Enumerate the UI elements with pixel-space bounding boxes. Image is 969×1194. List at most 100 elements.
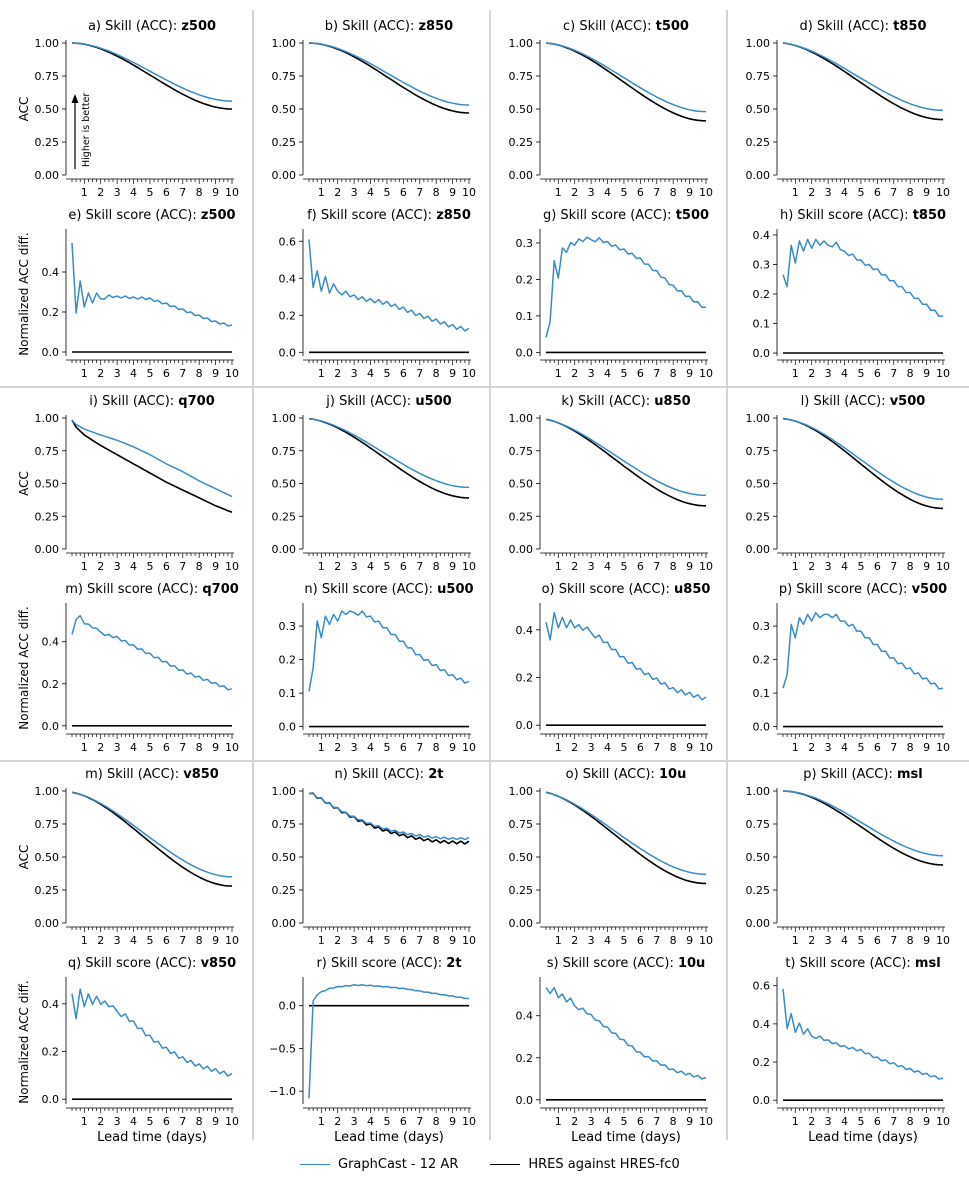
x-tick-label: 5 <box>146 186 153 199</box>
x-tick-label: 8 <box>670 741 677 754</box>
panel-title: h) Skill score (ACC): t850 <box>780 208 946 223</box>
x-tick-label: 7 <box>653 560 660 573</box>
y-tick-label: 0.6 <box>753 980 771 993</box>
y-tick-label: 0.25 <box>509 510 534 523</box>
y-tick-label: 0.3 <box>279 620 297 633</box>
x-tick-label: 2 <box>97 186 104 199</box>
x-tick-label: 5 <box>383 741 390 754</box>
legend-line-graphcast <box>300 1163 330 1165</box>
x-tick-label: 7 <box>416 934 423 947</box>
x-tick-label: 7 <box>653 934 660 947</box>
y-tick-label: 1.00 <box>509 37 534 50</box>
panel-title-variable: v850 <box>201 956 237 971</box>
panel-title-variable: t500 <box>676 208 709 223</box>
panel-s: o) Skill (ACC): 10u 0.00 0.25 0.50 0.75 1.00 1… <box>509 767 714 947</box>
panel-title-prefix: s) Skill score (ACC): <box>547 956 678 971</box>
panel-r: n) Skill (ACC): 2t0.000.250.500.751.001 2… <box>272 767 477 947</box>
panel-title: t) Skill score (ACC): msl <box>785 956 940 971</box>
x-tick-label: 4 <box>841 1115 848 1128</box>
x-tick-label: 3 <box>351 560 358 573</box>
panel-title-prefix: q) Skill score (ACC): <box>68 956 201 971</box>
x-tick-label: 6 <box>637 741 644 754</box>
y-tick-label: 0.00 <box>509 543 534 556</box>
panel-title: i) Skill (ACC): q700 <box>89 394 215 409</box>
y-tick-label: 0.4 <box>42 266 60 279</box>
x-tick-label: 8 <box>196 560 203 573</box>
y-tick-label: 1.00 <box>746 785 771 798</box>
panel-title-prefix: p) Skill score (ACC): <box>779 582 912 597</box>
x-tick-label: 9 <box>212 741 219 754</box>
series-line-hres <box>782 790 944 866</box>
x-tick-label: 5 <box>620 367 627 380</box>
y-tick-label: 0.50 <box>35 103 60 116</box>
panel-o: o) Skill score (ACC): u850 0.0 0.2 0.4 1 2 3 4 5… <box>516 582 714 754</box>
panel-i: i) Skill (ACC): q700 0.00 0.25 0.50 0.75 1.00… <box>17 394 239 573</box>
y-tick-label: 0.2 <box>516 1052 534 1065</box>
x-tick-label: 7 <box>653 367 660 380</box>
x-tick-label: 6 <box>400 367 407 380</box>
y-tick-label: 1.00 <box>509 412 534 425</box>
x-tick-label: 10 <box>462 741 476 754</box>
panel-title-variable: 10u <box>659 767 686 782</box>
x-tick-label: 4 <box>367 741 374 754</box>
y-tick-label: −1.0 <box>269 1085 296 1098</box>
y-tick-label: 1.00 <box>272 412 297 425</box>
panel-title-prefix: o) Skill (ACC): <box>566 767 659 782</box>
panel-title: n) Skill score (ACC): u500 <box>304 582 473 597</box>
x-tick-label: 2 <box>97 741 104 754</box>
y-tick-label: 0.75 <box>509 70 534 83</box>
y-tick-label: 0.2 <box>516 672 534 685</box>
x-tick-label: 5 <box>857 186 864 199</box>
series-line-graphcast <box>71 42 233 102</box>
x-tick-label: 5 <box>146 367 153 380</box>
x-tick-label: 1 <box>81 367 88 380</box>
x-tick-label: 6 <box>400 186 407 199</box>
x-tick-label: 7 <box>890 186 897 199</box>
panel-title-variable: v500 <box>912 582 948 597</box>
y-axis-label: ACC <box>17 471 31 496</box>
x-tick-label: 3 <box>825 741 832 754</box>
x-tick-label: 9 <box>923 367 930 380</box>
y-tick-label: 0.2 <box>42 306 60 319</box>
series-line-graphcast <box>545 236 707 338</box>
x-tick-label: 7 <box>653 1115 660 1128</box>
x-tick-label: 10 <box>699 367 713 380</box>
x-tick-label: 3 <box>351 1115 358 1128</box>
y-tick-label: 0.4 <box>279 272 297 285</box>
x-tick-label: 4 <box>130 186 137 199</box>
panel-title-variable: t850 <box>893 19 926 34</box>
x-tick-label: 1 <box>555 560 562 573</box>
annotation-arrowhead <box>71 94 79 103</box>
y-tick-label: 0.50 <box>35 851 60 864</box>
x-tick-label: 3 <box>114 367 121 380</box>
x-tick-label: 3 <box>825 934 832 947</box>
annotation-text: Higher is better <box>81 93 92 167</box>
y-tick-label: 0.75 <box>746 445 771 458</box>
panel-title: k) Skill (ACC): u850 <box>561 394 690 409</box>
x-tick-label: 7 <box>890 367 897 380</box>
x-tick-label: 3 <box>588 1115 595 1128</box>
y-tick-label: 0.25 <box>35 884 60 897</box>
x-tick-label: 4 <box>367 367 374 380</box>
y-tick-label: 0.0 <box>42 720 60 733</box>
x-tick-label: 7 <box>179 934 186 947</box>
panel-q: m) Skill (ACC): v850 0.00 0.25 0.50 0.75 1.00… <box>17 767 239 947</box>
series-line-graphcast <box>782 417 944 500</box>
x-tick-label: 8 <box>670 560 677 573</box>
x-tick-label: 8 <box>196 741 203 754</box>
legend: GraphCast - 12 AR HRES against HRES-fc0 <box>300 1153 712 1175</box>
x-tick-label: 3 <box>351 934 358 947</box>
panel-e: e) Skill score (ACC): z500 0.0 0.2 0.4 1 2 3 4 5… <box>17 208 239 380</box>
panel-title-prefix: r) Skill score (ACC): <box>316 956 446 971</box>
panel-title-prefix: m) Skill score (ACC): <box>65 582 202 597</box>
x-tick-label: 5 <box>620 741 627 754</box>
x-axis-label: Lead time (days) <box>808 1130 918 1145</box>
panel-title-variable: t850 <box>913 208 946 223</box>
y-tick-label: 0.00 <box>35 169 60 182</box>
x-tick-label: 10 <box>936 186 950 199</box>
x-tick-label: 9 <box>923 560 930 573</box>
panel-title-variable: 2t <box>446 956 461 971</box>
y-axis-label: Normalized ACC diff. <box>17 606 31 729</box>
x-tick-label: 3 <box>114 741 121 754</box>
x-tick-label: 1 <box>318 560 325 573</box>
